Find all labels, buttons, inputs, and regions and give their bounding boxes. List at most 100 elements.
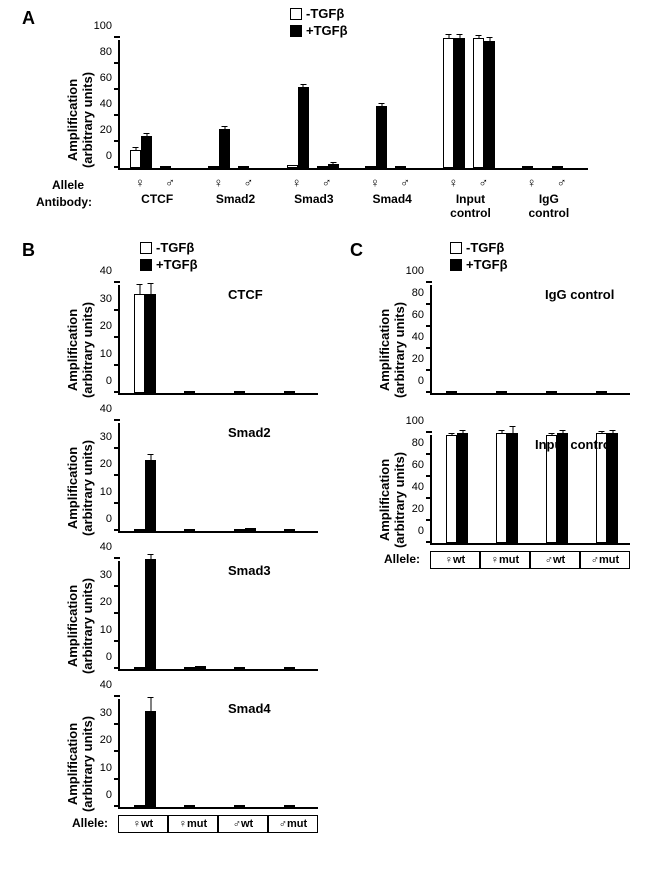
male-glyph: ♂ [320,175,334,190]
chart-a: 0 20 40 60 80 100 [118,40,588,170]
legend-minus-swatch [290,8,302,20]
bar [284,391,295,393]
allele-cell: ♂mut [268,815,318,833]
panel-b-label: B [22,240,35,261]
bar [473,38,484,168]
female-glyph: ♀ [211,175,225,190]
legend-plus-label: +TGFβ [156,257,198,272]
y-axis-label: Amplification(arbitrary units) [65,576,95,676]
bar [522,166,533,168]
ytick: 40 [412,331,424,343]
y-axis-label: Amplification(arbitrary units) [65,438,95,538]
ytick: 60 [100,72,112,84]
y-axis-label: Amplification(arbitrary units) [65,714,95,814]
male-glyph: ♂ [476,175,490,190]
chart: 010203040 [118,561,318,671]
bar [317,166,328,168]
ytick: 100 [94,20,112,32]
bar [145,559,156,669]
bar [145,294,156,393]
legend-plus-swatch [450,259,462,271]
legend-c: -TGFβ +TGFβ [450,240,508,274]
female-glyph: ♀ [368,175,382,190]
ytick: 10 [100,348,112,360]
chart-title: Smad3 [228,563,271,578]
y-axis-label: Amplification(arbitrary units) [377,450,407,550]
ytick: 0 [106,651,112,663]
ytick: 30 [100,293,112,305]
bar [284,529,295,531]
bar [496,433,507,543]
bar [208,166,219,168]
legend-plus-swatch [290,25,302,37]
legend-minus-swatch [450,242,462,254]
bar [134,529,145,531]
ytick: 80 [412,437,424,449]
bar [245,528,256,531]
ytick: 40 [100,98,112,110]
bar [376,106,387,168]
bar [184,667,195,669]
bar [234,667,245,669]
ytick: 20 [100,124,112,136]
ytick: 20 [412,503,424,515]
y-axis-label: Amplification(arbitrary units) [377,300,407,400]
chart: 010203040 [118,285,318,395]
male-glyph: ♂ [163,175,177,190]
ytick: 0 [418,525,424,537]
female-glyph: ♀ [446,175,460,190]
bar [454,38,465,168]
ytick: 40 [100,403,112,415]
ytick: 40 [412,481,424,493]
female-glyph: ♀ [290,175,304,190]
x-category: Smad3 [275,192,353,206]
ytick: 20 [100,458,112,470]
bar [365,166,376,168]
ytick: 30 [100,431,112,443]
ytick: 10 [100,624,112,636]
allele-row: ♀wt♀mut♂wt♂mut [430,551,630,569]
bar [134,294,145,393]
ytick: 0 [106,789,112,801]
ytick: 0 [418,375,424,387]
ytick: 80 [412,287,424,299]
ytick: 0 [106,513,112,525]
y-axis-label: Amplification(arbitrary units) [65,300,95,400]
panel-c-label: C [350,240,363,261]
allele-row-label: Allele: [72,816,108,830]
ytick: 0 [106,150,112,162]
male-glyph: ♂ [398,175,412,190]
bar [134,805,145,807]
allele-cell: ♂wt [218,815,268,833]
allele-cell: ♂mut [580,551,630,569]
bar [484,41,495,168]
chart: 010203040 [118,699,318,809]
bar [184,391,195,393]
ytick: 20 [100,734,112,746]
legend-minus-label: -TGFβ [306,6,344,21]
allele-cell: ♀wt [118,815,168,833]
panel-a-label: A [22,8,35,29]
chart-title: Input control [535,437,614,452]
chart-title: Smad4 [228,701,271,716]
bar [184,529,195,531]
ytick: 40 [100,679,112,691]
ytick: 100 [406,415,424,427]
legend-plus-label: +TGFβ [466,257,508,272]
ytick: 30 [100,569,112,581]
bar [145,711,156,807]
bar [238,166,249,168]
allele-cell: ♀mut [168,815,218,833]
bar [395,166,406,168]
allele-cell: ♂wt [530,551,580,569]
bar [328,164,339,168]
bar [195,666,206,669]
legend-plus-swatch [140,259,152,271]
bar [130,150,141,168]
y-axis-label-a: Amplification(arbitrary units) [65,70,95,170]
allele-cell: ♀wt [430,551,480,569]
legend-minus-swatch [140,242,152,254]
bar [507,433,518,543]
allele-row-label: Allele: [384,552,420,566]
bar [596,391,607,393]
